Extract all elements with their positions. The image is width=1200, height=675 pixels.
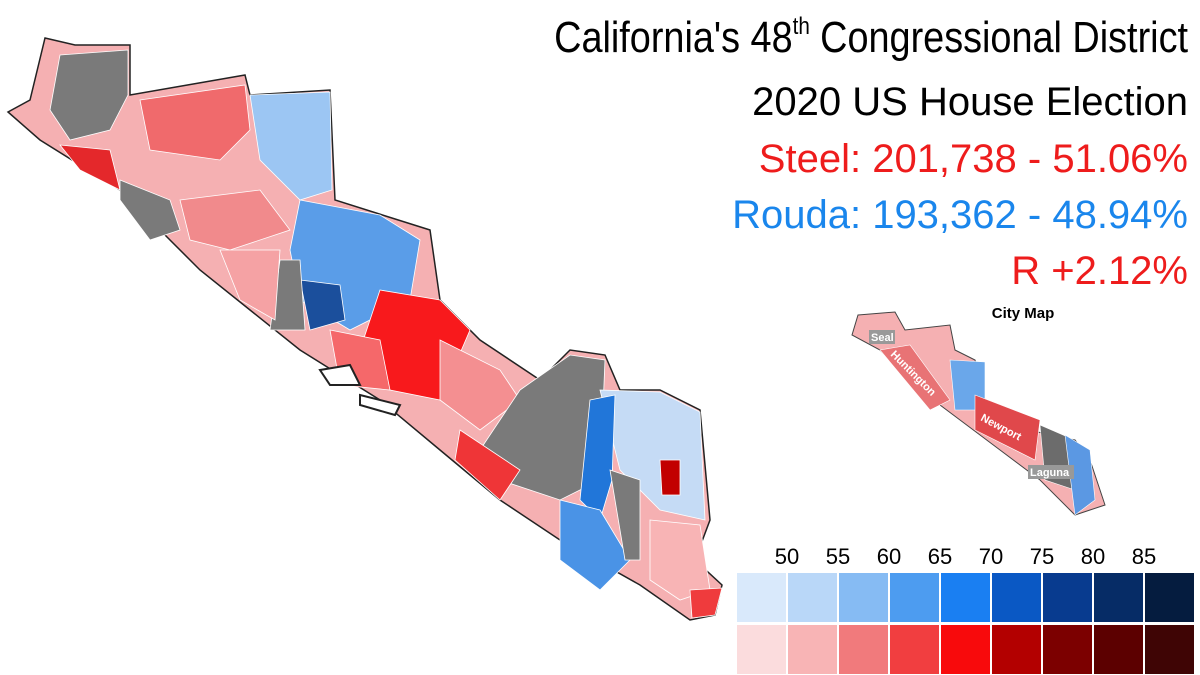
margin-result: R +2.12% (1011, 249, 1188, 293)
legend-tick-label: 55 (826, 544, 850, 569)
title: California's 48th Congressional District (554, 12, 1188, 61)
legend-tick-label: 70 (979, 544, 1003, 569)
subtitle: 2020 US House Election (752, 80, 1188, 124)
legend-tick-label: 85 (1132, 544, 1156, 569)
legend-tick-label: 50 (775, 544, 799, 569)
legend-swatch (992, 625, 1041, 674)
legend: 50 55 60 65 70 75 80 85 (737, 544, 1194, 674)
title-main: California's 48 (554, 12, 792, 61)
legend-tick-label: 75 (1030, 544, 1054, 569)
legend-swatch (788, 625, 837, 674)
inset-map (851, 311, 1106, 516)
legend-swatch (992, 573, 1041, 622)
legend-swatch (737, 625, 786, 674)
legend-tick-label: 65 (928, 544, 952, 569)
city-label: Laguna (1030, 467, 1070, 479)
legend-swatch (1145, 573, 1194, 622)
legend-swatch (890, 625, 939, 674)
city-label: Seal (871, 332, 894, 344)
steel-result: Steel: 201,738 - 51.06% (759, 137, 1188, 181)
legend-swatch (1145, 625, 1194, 674)
legend-tick-label: 60 (877, 544, 901, 569)
legend-swatch (941, 625, 990, 674)
legend-swatch (890, 573, 939, 622)
legend-swatch (941, 573, 990, 622)
title-sup: th (793, 13, 810, 40)
legend-swatch (1094, 625, 1143, 674)
legend-swatch (1043, 625, 1092, 674)
legend-swatch (839, 573, 888, 622)
legend-swatch (1094, 573, 1143, 622)
legend-swatch (839, 625, 888, 674)
legend-swatch (1043, 573, 1092, 622)
title-rest: Congressional District (820, 12, 1188, 61)
inset-title: City Map (992, 305, 1055, 322)
legend-swatch (788, 573, 837, 622)
legend-swatch (737, 573, 786, 622)
district-map (6, 37, 723, 621)
rouda-result: Rouda: 193,362 - 48.94% (732, 193, 1188, 237)
legend-tick-label: 80 (1081, 544, 1105, 569)
